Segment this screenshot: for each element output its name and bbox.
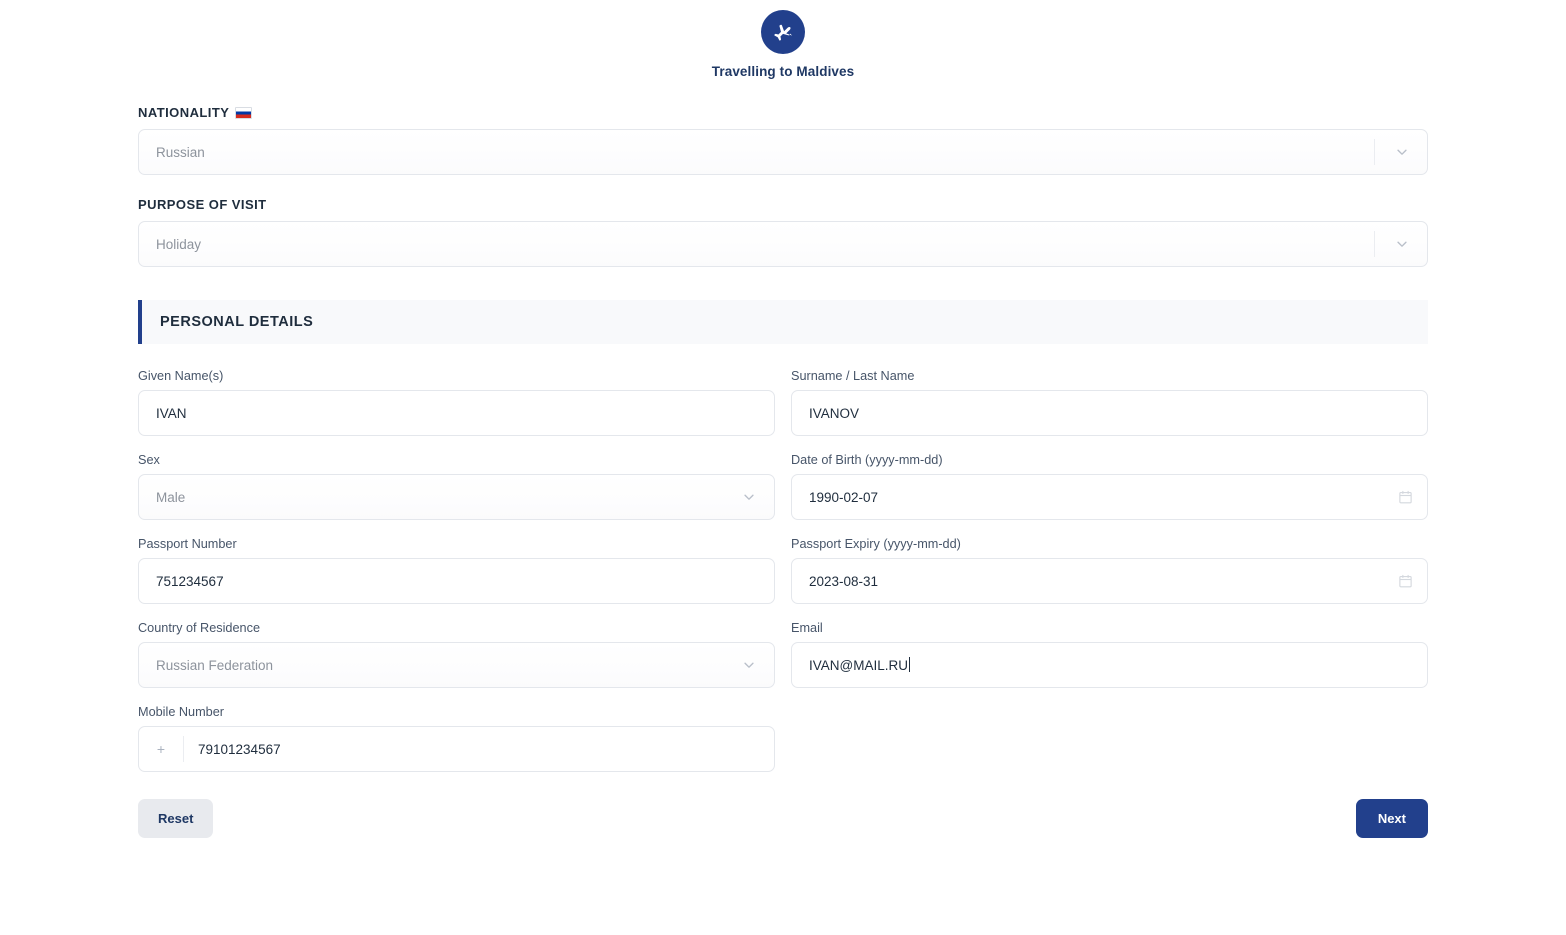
field-label: Passport Number [138,537,237,551]
section-title: PERSONAL DETAILS [160,314,314,330]
chevron-down-icon[interactable] [738,654,760,676]
country-of-residence-value: Russian Federation [156,657,274,673]
country-of-residence-select[interactable]: Russian Federation [138,642,775,688]
field-given-names: Given Name(s) IVAN [138,369,775,436]
purpose-of-visit-value: Holiday [156,236,202,252]
divider [1374,139,1375,165]
personal-details-section-header: PERSONAL DETAILS [138,300,1428,344]
divider [183,736,184,762]
next-button[interactable]: Next [1355,799,1428,838]
field-label: Surname / Last Name [791,369,915,383]
calendar-icon[interactable] [1398,490,1413,505]
field-date-of-birth: Date of Birth (yyyy-mm-dd) 1990-02-07 [791,453,1428,520]
field-label: Passport Expiry (yyyy-mm-dd) [791,537,961,551]
calendar-icon[interactable] [1398,574,1413,589]
reset-button[interactable]: Reset [138,799,214,838]
application-form: NATIONALITY Russian PURPOSE OF VI [138,79,1428,838]
field-country-of-residence: Country of Residence Russian Federation [138,621,775,688]
nationality-value: Russian [156,144,205,160]
country-of-residence-dropdown-affordance[interactable] [738,643,774,687]
sex-select[interactable]: Male [138,474,775,520]
given-names-value: IVAN [156,405,187,421]
russian-flag-icon [235,106,253,119]
chevron-down-icon[interactable] [738,486,760,508]
field-label: Country of Residence [138,621,261,635]
field-surname: Surname / Last Name IVANOV [791,369,1428,436]
email-value: IVAN@MAIL.RU [792,657,910,673]
chevron-down-icon[interactable] [1391,141,1413,163]
passport-number-value: 751234567 [156,573,224,589]
nationality-group: NATIONALITY Russian [138,105,1428,175]
text-caret [908,657,910,672]
field-passport-expiry: Passport Expiry (yyyy-mm-dd) 2023-08-31 [791,537,1428,604]
nationality-label: NATIONALITY [138,105,1428,120]
airplane-takeoff-icon [761,10,805,54]
passport-expiry-input[interactable]: 2023-08-31 [791,558,1428,604]
spacer [138,175,1428,197]
nationality-label-text: NATIONALITY [138,105,230,120]
field-sex: Sex Male [138,453,775,520]
field-label: Mobile Number [138,705,225,719]
purpose-of-visit-group: PURPOSE OF VISIT Holiday [138,197,1428,267]
phone-prefix: + [156,741,166,757]
field-label: Given Name(s) [138,369,224,383]
mobile-number-value: 79101234567 [198,741,281,757]
purpose-of-visit-label: PURPOSE OF VISIT [138,197,1428,212]
purpose-of-visit-label-text: PURPOSE OF VISIT [138,197,267,212]
form-actions: Reset Next [138,799,1428,838]
field-label: Email [791,621,823,635]
email-text: IVAN@MAIL.RU [809,658,908,673]
passport-number-input[interactable]: 751234567 [138,558,775,604]
sex-dropdown-affordance[interactable] [738,475,774,519]
sex-value: Male [156,489,186,505]
personal-details-fields: Given Name(s) IVAN Surname / Last Name I… [138,369,1428,789]
field-mobile-number: Mobile Number + 79101234567 [138,705,775,772]
chevron-down-icon[interactable] [1391,233,1413,255]
mobile-number-input[interactable]: + 79101234567 [138,726,775,772]
date-of-birth-input[interactable]: 1990-02-07 [791,474,1428,520]
purpose-of-visit-dropdown-affordance[interactable] [1374,222,1427,266]
given-names-input[interactable]: IVAN [138,390,775,436]
email-input[interactable]: IVAN@MAIL.RU [791,642,1428,688]
page-title: Travelling to Maldives [711,64,855,79]
field-passport-number: Passport Number 751234567 [138,537,775,604]
field-email: Email IVAN@MAIL.RU [791,621,1428,688]
divider [1374,231,1375,257]
surname-input[interactable]: IVANOV [791,390,1428,436]
nationality-select[interactable]: Russian [138,129,1428,175]
surname-value: IVANOV [809,405,860,421]
brand-header: Travelling to Maldives [0,0,1566,79]
date-of-birth-value: 1990-02-07 [809,489,879,505]
purpose-of-visit-select[interactable]: Holiday [138,221,1428,267]
field-label: Sex [138,453,160,467]
nationality-dropdown-affordance[interactable] [1374,130,1427,174]
field-label: Date of Birth (yyyy-mm-dd) [791,453,943,467]
passport-expiry-value: 2023-08-31 [809,573,879,589]
